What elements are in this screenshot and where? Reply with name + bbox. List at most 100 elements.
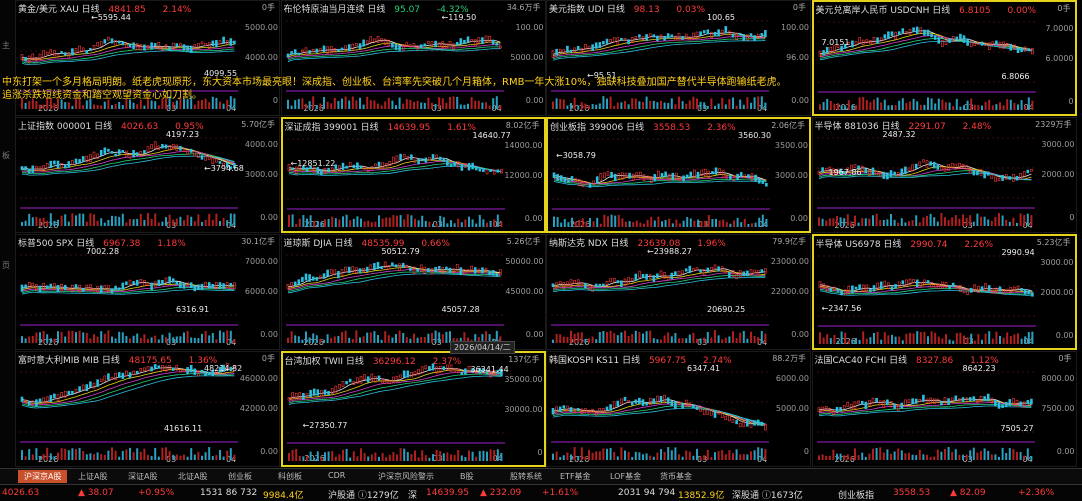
panel-change: 2.37%: [432, 357, 462, 367]
volume-bar: [750, 331, 752, 343]
volume-bar: [481, 450, 484, 461]
candle: [496, 369, 499, 374]
candle: [695, 31, 699, 38]
candle: [419, 44, 422, 49]
chart-panel-mib[interactable]: 富时意大利MIB MIB 日线 48175.65 1.36% 0手 46000.…: [15, 351, 280, 467]
candle: [1000, 174, 1004, 181]
volume-bar: [424, 455, 427, 461]
candle: [189, 282, 193, 289]
volume-bar: [304, 331, 307, 343]
chart-panel-ndx[interactable]: 纳斯达克 NDX 日线 23639.08 1.96% 79.9亿手 23000.…: [546, 234, 811, 350]
chart-panel-cyb[interactable]: 创业板指 399006 日线 3558.53 2.36% 2.06亿手 3500…: [546, 117, 811, 233]
volume-bar: [721, 97, 724, 109]
chart-panel-dxy[interactable]: 美元指数 UDI 日线 98.13 0.03% 0手 100.00 96.00 …: [546, 0, 811, 116]
volume-bar: [699, 101, 702, 109]
volume-bar: [341, 216, 344, 227]
candle: [455, 41, 458, 46]
market-tab[interactable]: 沪深京风险警示: [378, 472, 434, 481]
volume-bar: [322, 339, 325, 343]
candle: [402, 370, 405, 378]
market-tab[interactable]: 股转系统: [510, 472, 542, 481]
volume-bar: [646, 219, 649, 227]
candle: [139, 44, 143, 51]
chart-panel-sox[interactable]: 半导体 US6978 日线 2990.74 2.26% 5.23亿手 3000.…: [811, 234, 1077, 350]
chart-panel-dji[interactable]: 道琼斯 DJIA 日线 48535.99 0.66% 5.26亿手 50000.…: [280, 234, 546, 350]
volume-bar: [664, 219, 667, 227]
volume-bar: [1030, 331, 1033, 344]
volume-bar: [998, 336, 1001, 344]
candle: [721, 170, 725, 178]
candle: [961, 163, 964, 168]
market-tab[interactable]: 北证A股: [178, 472, 208, 481]
volume-bar: [383, 331, 386, 343]
candle: [587, 285, 591, 290]
candle: [128, 154, 132, 159]
volume-bar: [962, 335, 965, 344]
chart-panel-brent[interactable]: 布伦特原油当月连续 日线 95.07 -4.32% 34.6万手 100.00 …: [280, 0, 546, 116]
chart-panel-fchi[interactable]: 法国CAC40 FCHI 日线 8327.86 1.12% 0手 8000.00…: [811, 351, 1077, 467]
candle: [323, 167, 326, 174]
volume-bar: [993, 454, 996, 460]
candle: [445, 159, 449, 166]
candle: [117, 372, 121, 378]
market-tab[interactable]: 上证A股: [78, 472, 108, 481]
market-tab[interactable]: CDR: [328, 471, 346, 480]
volume-bar: [1001, 215, 1004, 226]
chart-panel-usdcnh[interactable]: 美元兑离岸人民币 USDCNH 日线 6.8105 0.00% 0手 7.000…: [811, 0, 1077, 116]
volume-bar: [444, 331, 447, 343]
candle: [24, 166, 27, 171]
candle: [609, 404, 612, 411]
candle: [969, 40, 972, 48]
candle: [732, 175, 736, 181]
candle: [372, 38, 376, 43]
chart-panel-twii[interactable]: 台湾加权 TWII 日线 36296.12 2.37% 137亿手 35000.…: [280, 351, 546, 467]
candle: [233, 163, 236, 169]
volume-bar: [399, 215, 402, 227]
volume-bar: [925, 454, 928, 460]
volume-bar: [477, 336, 480, 343]
volume-bar: [728, 336, 731, 343]
market-tab[interactable]: 沪深京A股: [18, 470, 68, 483]
candle: [298, 165, 301, 170]
candle: [663, 394, 666, 403]
volume-bar: [75, 332, 77, 343]
market-tab[interactable]: LOF基金: [610, 472, 642, 481]
candle: [225, 39, 229, 45]
market-tab[interactable]: 科创板: [278, 472, 302, 481]
market-tab[interactable]: 货币基金: [660, 472, 692, 481]
volume-bar: [96, 336, 99, 343]
candlestick-chart: [286, 138, 505, 227]
axis-label: 5000.00: [244, 23, 278, 32]
market-tab[interactable]: 创业板: [228, 472, 252, 481]
chart-panel-spx[interactable]: 标普500 SPX 日线 6967.38 1.18% 30.1亿手 7000.0…: [15, 234, 280, 350]
market-tab[interactable]: B股: [460, 472, 474, 481]
volume-bar: [64, 214, 67, 226]
volume-bar: [352, 451, 355, 461]
candle: [1004, 174, 1007, 180]
candle: [314, 276, 318, 281]
market-tab[interactable]: 深证A股: [128, 472, 158, 481]
candle: [341, 162, 344, 170]
candle: [610, 172, 613, 178]
chart-panel-gold[interactable]: 黄金/美元 XAU 日线 4841.85 2.14% 0手 5000.00 40…: [15, 0, 280, 116]
candle: [957, 398, 961, 402]
chart-panel-sh[interactable]: 上证指数 000001 日线 4026.63 0.95% 5.70亿手 4000…: [15, 117, 280, 233]
candle: [117, 287, 121, 291]
candle: [480, 37, 484, 45]
candle: [442, 157, 445, 163]
chart-panel-sz[interactable]: 深证成指 399001 日线 14639.95 1.61% 8.02亿手 140…: [280, 117, 546, 233]
chart-panel-semi[interactable]: 半导体 881036 日线 2291.07 2.48% 2329万手 3000.…: [811, 117, 1077, 233]
candle: [311, 276, 315, 281]
candle: [998, 286, 1001, 292]
chart-panel-ks11[interactable]: 韩国KOSPI KS11 日线 5967.75 2.74% 88.2万手 600…: [546, 351, 811, 467]
volume-bar: [157, 339, 160, 343]
volume-bar: [936, 221, 939, 226]
volume-bar: [588, 105, 590, 109]
candle: [433, 267, 437, 273]
volume-bar: [842, 455, 845, 460]
candle: [1016, 285, 1019, 289]
market-tab[interactable]: ETF基金: [560, 472, 591, 481]
candle: [735, 32, 738, 41]
candle: [300, 276, 304, 283]
candle: [886, 282, 890, 289]
